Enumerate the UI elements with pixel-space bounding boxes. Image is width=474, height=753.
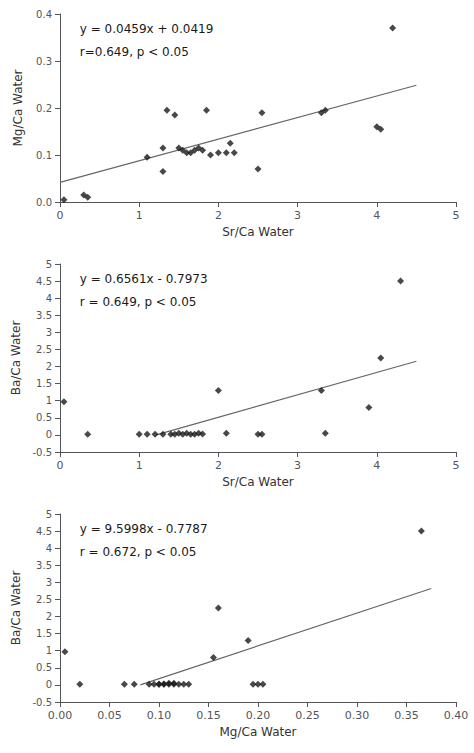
- svg-text:0.35: 0.35: [394, 709, 419, 722]
- svg-text:r = 0.649, p < 0.05: r = 0.649, p < 0.05: [80, 295, 197, 309]
- svg-text:4: 4: [373, 209, 380, 222]
- svg-text:0.2: 0.2: [36, 103, 52, 114]
- svg-text:0.40: 0.40: [444, 709, 469, 722]
- svg-text:0.5: 0.5: [36, 412, 52, 423]
- svg-text:0.3: 0.3: [36, 56, 52, 67]
- svg-text:0: 0: [46, 679, 52, 690]
- svg-text:0.05: 0.05: [97, 709, 122, 722]
- svg-text:4.5: 4.5: [36, 276, 52, 287]
- svg-text:2: 2: [46, 611, 52, 622]
- svg-text:y = 9.5998x - 0.7787: y = 9.5998x - 0.7787: [80, 522, 208, 536]
- svg-text:r=0.649, p < 0.05: r=0.649, p < 0.05: [80, 45, 189, 59]
- svg-text:0.30: 0.30: [345, 709, 370, 722]
- svg-text:1: 1: [46, 395, 52, 406]
- svg-text:2.5: 2.5: [36, 344, 52, 355]
- svg-text:1: 1: [136, 209, 143, 222]
- svg-text:3: 3: [46, 327, 52, 338]
- svg-text:Sr/Ca Water: Sr/Ca Water: [222, 225, 294, 239]
- svg-text:2: 2: [215, 459, 222, 472]
- svg-text:-0.5: -0.5: [32, 447, 52, 458]
- svg-text:0: 0: [46, 429, 52, 440]
- svg-text:r = 0.672, p < 0.05: r = 0.672, p < 0.05: [80, 545, 197, 559]
- svg-text:0: 0: [57, 459, 64, 472]
- svg-text:y = 0.6561x - 0.7973: y = 0.6561x - 0.7973: [80, 272, 208, 286]
- svg-text:5: 5: [46, 509, 52, 520]
- svg-text:1: 1: [136, 459, 143, 472]
- svg-text:0.25: 0.25: [295, 709, 320, 722]
- svg-text:1.5: 1.5: [36, 378, 52, 389]
- svg-text:Sr/Ca Water: Sr/Ca Water: [222, 475, 294, 489]
- svg-text:5: 5: [46, 259, 52, 270]
- svg-text:3: 3: [46, 577, 52, 588]
- svg-text:3: 3: [294, 459, 301, 472]
- svg-text:-0.5: -0.5: [32, 697, 52, 708]
- svg-text:y = 0.0459x + 0.0419: y = 0.0459x + 0.0419: [80, 22, 214, 36]
- svg-text:0: 0: [57, 209, 64, 222]
- svg-text:3: 3: [294, 209, 301, 222]
- svg-text:4.5: 4.5: [36, 526, 52, 537]
- svg-text:0.20: 0.20: [246, 709, 271, 722]
- svg-text:0.15: 0.15: [196, 709, 221, 722]
- svg-text:0.0: 0.0: [36, 197, 52, 208]
- svg-text:5: 5: [453, 459, 460, 472]
- svg-text:2: 2: [215, 209, 222, 222]
- svg-text:3.5: 3.5: [36, 310, 52, 321]
- svg-text:Mg/Ca Water: Mg/Ca Water: [219, 725, 296, 739]
- svg-text:0.00: 0.00: [48, 709, 73, 722]
- svg-text:2: 2: [46, 361, 52, 372]
- svg-text:0.5: 0.5: [36, 662, 52, 673]
- svg-text:4: 4: [46, 543, 52, 554]
- svg-text:4: 4: [46, 293, 52, 304]
- svg-text:2.5: 2.5: [36, 594, 52, 605]
- svg-text:1.5: 1.5: [36, 628, 52, 639]
- svg-text:1: 1: [46, 645, 52, 656]
- svg-text:5: 5: [453, 209, 460, 222]
- svg-text:Mg/Ca Water: Mg/Ca Water: [11, 69, 25, 146]
- svg-text:0.1: 0.1: [36, 150, 52, 161]
- svg-text:3.5: 3.5: [36, 560, 52, 571]
- svg-text:0.10: 0.10: [147, 709, 172, 722]
- svg-text:Ba/Ca Water: Ba/Ca Water: [9, 321, 23, 396]
- svg-text:4: 4: [373, 459, 380, 472]
- svg-text:Ba/Ca Water: Ba/Ca Water: [9, 571, 23, 646]
- svg-text:0.4: 0.4: [36, 9, 52, 20]
